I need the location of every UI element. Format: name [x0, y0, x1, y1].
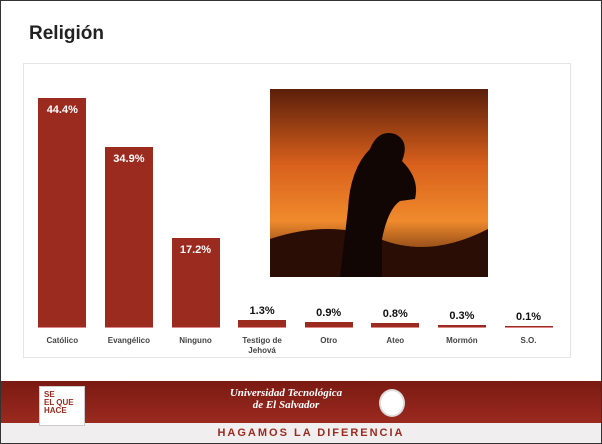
- x-tick-label: Católico: [32, 336, 92, 346]
- value-label: 44.4%: [32, 104, 92, 116]
- chart-title: Religión: [29, 23, 104, 45]
- bar-baseline: [305, 327, 353, 328]
- bar-baseline: [105, 327, 153, 328]
- bar-baseline: [38, 327, 86, 328]
- x-tick-label: S.O.: [499, 336, 559, 346]
- bar-baseline: [371, 327, 419, 328]
- x-tick-label: Ninguno: [166, 336, 226, 346]
- x-tick-label: Mormón: [432, 336, 492, 346]
- seal: [379, 389, 405, 417]
- bar-baseline: [238, 327, 286, 328]
- photo: [270, 89, 488, 277]
- university-name: Universidad Tecnológica de El Salvador: [201, 387, 371, 411]
- x-tick-label: Ateo: [365, 336, 425, 346]
- value-label: 1.3%: [232, 305, 292, 317]
- footer: SE EL QUE HACE Universidad Tecnológica d…: [1, 381, 601, 443]
- value-label: 0.8%: [365, 308, 425, 320]
- bar-baseline: [438, 327, 486, 328]
- logo: SE EL QUE HACE: [39, 386, 85, 426]
- value-label: 34.9%: [99, 153, 159, 165]
- plot-area: 44.4% Católico 34.9% Evangélico 17.2% Ninguno…: [23, 63, 571, 358]
- value-label: 0.3%: [432, 310, 492, 322]
- bar: [38, 98, 86, 327]
- slide: Religión 44.4% Católico 34.9% Evangélico 17.…: [0, 0, 602, 444]
- x-tick-label: Evangélico: [99, 336, 159, 346]
- motto: HAGAMOS LA DIFERENCIA: [201, 427, 421, 439]
- x-tick-label: Otro: [299, 336, 359, 346]
- value-label: 17.2%: [166, 244, 226, 256]
- bar: [105, 147, 153, 327]
- bar-baseline: [172, 327, 220, 328]
- value-label: 0.9%: [299, 307, 359, 319]
- x-tick-label: Testigo de Jehová: [232, 336, 292, 356]
- bar-baseline: [505, 327, 553, 328]
- value-label: 0.1%: [499, 311, 559, 323]
- bar: [238, 320, 286, 327]
